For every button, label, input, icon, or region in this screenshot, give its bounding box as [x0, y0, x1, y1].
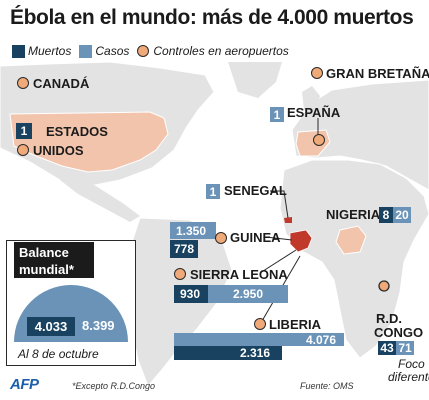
senegal-cases-box: 1 [206, 184, 220, 199]
page-title: Ébola en el mundo: más de 4.000 muertos [10, 6, 414, 29]
balance-title-line1: Balance [19, 245, 69, 260]
congo-marker-dot [378, 280, 390, 292]
sierra-leone-airport-marker [174, 268, 186, 280]
balance-title-line2: mundial* [19, 262, 74, 277]
guinea-airport-marker [215, 232, 227, 244]
central-america-landmass [60, 170, 140, 222]
legend-cases: Casos [79, 44, 129, 58]
legend: Muertos Casos Controles en aeropuertos [12, 42, 297, 60]
balance-title: Balance mundial* [14, 242, 94, 278]
senegal-shape [284, 217, 292, 223]
legend-controls-marker [137, 45, 150, 57]
eurasia-landmass [291, 79, 429, 191]
nigeria-label: NIGERIA [326, 207, 381, 222]
rd-congo-cases-box: 71 [396, 341, 414, 355]
legend-deaths-label: Muertos [28, 44, 72, 58]
senegal-label: SENEGAL [224, 183, 287, 198]
spain-label: ESPAÑA [287, 105, 341, 120]
liberia-label: LIBERIA [269, 317, 321, 332]
greenland-landmass [228, 62, 282, 98]
source: Fuente: OMS [300, 381, 354, 391]
outbreak-region-shape [289, 229, 313, 253]
legend-controls-label: Controles en aeropuertos [153, 44, 289, 58]
nigeria-deaths-box: 8 [379, 207, 393, 223]
guinea-cases-box: 1.350 [170, 222, 216, 239]
sierra-leone-deaths-box: 930 [174, 285, 208, 303]
canada-airport-marker [17, 77, 29, 89]
canada-label: CANADÁ [33, 76, 90, 91]
uk-airport-marker [311, 67, 323, 79]
spain-deaths-box: 1 [270, 107, 284, 122]
liberia-airport-marker [254, 318, 266, 330]
usa-label-line2: UNIDOS [33, 143, 84, 158]
sierra-leone-cases-box: 2.950 [208, 285, 288, 303]
legend-controls: Controles en aeropuertos [137, 44, 289, 58]
legend-cases-label: Casos [95, 44, 130, 58]
rd-congo-note: Foco diferente [388, 358, 429, 384]
rd-congo-deaths-box: 43 [378, 341, 396, 355]
uk-label: GRAN BRETAÑA [326, 66, 429, 81]
balance-deaths-box: 4.033 [27, 317, 75, 336]
spain-airport-marker [313, 134, 325, 146]
afp-logo: AFP [10, 376, 39, 393]
nigeria-cases-box: 20 [393, 207, 411, 223]
guinea-label: GUINEA [230, 230, 281, 245]
legend-deaths: Muertos [12, 44, 71, 58]
nigeria-shape [335, 225, 367, 255]
usa-airport-marker [17, 144, 29, 156]
usa-label-line1: ESTADOS [46, 124, 108, 139]
liberia-cases-box: 4.076 [174, 333, 344, 347]
balance-cases-value: 8.399 [82, 318, 115, 333]
legend-cases-swatch [79, 44, 93, 58]
rd-congo-note-line1: Foco [398, 357, 425, 371]
footnote: *Excepto R.D.Congo [72, 381, 156, 391]
british-isles-landmass [302, 86, 320, 112]
rd-congo-label-line1: R.D. [376, 311, 402, 326]
rd-congo-label-line2: CONGO [374, 325, 424, 340]
balance-date: Al 8 de octubre [18, 347, 99, 361]
liberia-deaths-box: 2.316 [174, 346, 282, 360]
rd-congo-note-line2: diferente [388, 370, 429, 384]
usa-deaths-box: 1 [16, 123, 32, 139]
legend-deaths-swatch [12, 44, 25, 58]
usa-shape [9, 111, 169, 173]
guinea-deaths-box: 778 [170, 240, 198, 258]
sierra-leone-label: SIERRA LEONA [190, 267, 288, 282]
